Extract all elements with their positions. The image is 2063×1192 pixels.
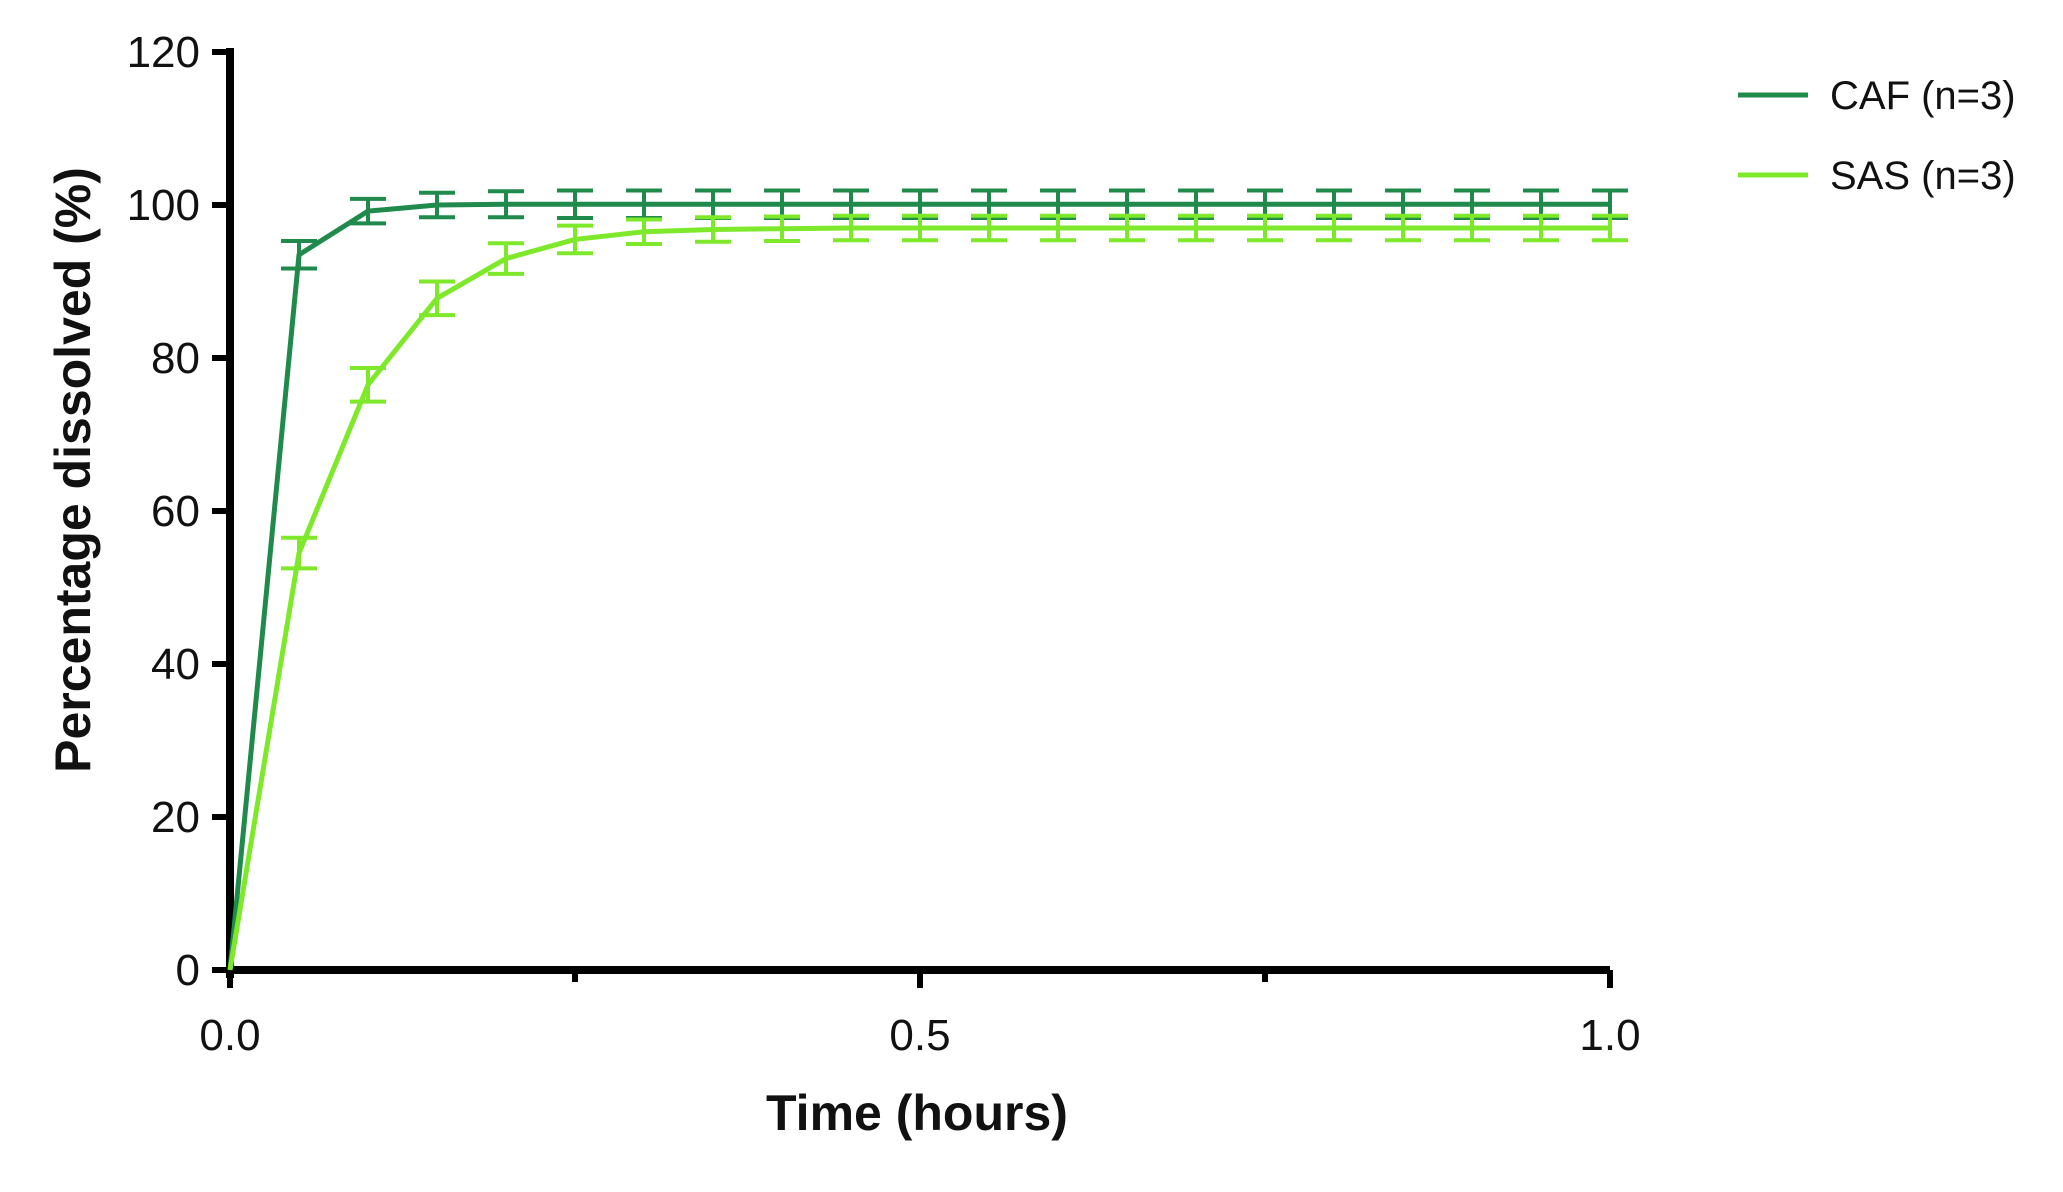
y-axis-title: Percentage dissolved (%): [45, 167, 101, 773]
x-axis-title: Time (hours): [766, 1085, 1068, 1141]
data-point: [1609, 203, 1611, 206]
series-layer: [227, 188, 1628, 971]
data-point: [988, 226, 990, 229]
data-point: [1264, 203, 1266, 206]
data-point: [1471, 203, 1473, 206]
error-bar: [1040, 213, 1076, 243]
ticks: 0 20 40 60 80 100 120 0.0 0.5 1.0: [127, 28, 1641, 1060]
data-point: [298, 552, 300, 555]
error-bar: [833, 213, 869, 243]
legend-label: CAF (n=3): [1830, 74, 2016, 118]
data-point: [1126, 226, 1128, 229]
data-point: [574, 203, 576, 206]
y-tick-label: 100: [127, 181, 200, 230]
data-point: [1540, 203, 1542, 206]
x-tick-label: 0.0: [199, 1011, 260, 1060]
data-point: [781, 203, 783, 206]
data-point: [1057, 226, 1059, 229]
data-point: [643, 203, 645, 206]
error-bar: [557, 223, 593, 256]
error-bar: [626, 217, 662, 247]
data-point: [781, 227, 783, 230]
data-point: [436, 297, 438, 300]
data-point: [850, 226, 852, 229]
error-bar: [350, 196, 386, 226]
data-point: [1195, 226, 1197, 229]
y-tick-label: 60: [151, 487, 200, 536]
data-point: [298, 253, 300, 256]
data-point: [1540, 226, 1542, 229]
error-bar: [971, 213, 1007, 243]
data-point: [1333, 203, 1335, 206]
data-point: [1195, 203, 1197, 206]
error-bar: [419, 279, 455, 318]
legend-item: CAF (n=3): [1738, 74, 2016, 118]
error-bar: [1454, 213, 1490, 243]
y-tick-label: 0: [176, 946, 200, 995]
data-point: [919, 226, 921, 229]
data-point: [1126, 203, 1128, 206]
data-point: [1333, 226, 1335, 229]
error-bar: [281, 535, 317, 571]
error-bar: [1523, 213, 1559, 243]
y-tick-label: 40: [151, 640, 200, 689]
data-point: [712, 203, 714, 206]
error-bar: [695, 215, 731, 244]
data-point: [850, 203, 852, 206]
error-bar: [1316, 213, 1352, 243]
series-1: [227, 188, 1628, 971]
data-point: [1609, 226, 1611, 229]
error-bar: [1178, 213, 1214, 243]
legend-item: SAS (n=3): [1738, 154, 2016, 198]
data-point: [436, 204, 438, 206]
data-point: [919, 203, 921, 206]
error-bar: [281, 238, 317, 271]
y-tick-label: 120: [127, 28, 200, 77]
data-point: [367, 383, 369, 386]
error-bar: [1592, 213, 1628, 243]
data-point: [1471, 226, 1473, 229]
error-bar: [350, 365, 386, 404]
y-tick-label: 20: [151, 793, 200, 842]
data-point: [712, 228, 714, 231]
error-bar: [419, 190, 455, 220]
data-point: [1402, 203, 1404, 206]
data-point: [367, 210, 369, 213]
series-line: [227, 225, 1610, 971]
legend: CAF (n=3) SAS (n=3): [1738, 74, 2016, 198]
error-bar: [488, 189, 524, 220]
error-bar: [902, 213, 938, 243]
series-line: [227, 201, 1610, 971]
data-point: [988, 203, 990, 206]
data-point: [1402, 226, 1404, 229]
error-bar: [488, 241, 524, 276]
data-point: [505, 203, 507, 206]
x-tick-label: 0.5: [889, 1011, 950, 1060]
error-bar: [1385, 213, 1421, 243]
error-bar: [1247, 213, 1283, 243]
error-bar: [557, 188, 593, 221]
data-point: [574, 238, 576, 241]
error-bar: [764, 214, 800, 243]
data-point: [1057, 203, 1059, 206]
x-tick-label: 1.0: [1579, 1011, 1640, 1060]
series-2: [227, 213, 1628, 971]
data-point: [505, 257, 507, 260]
error-bar: [1109, 213, 1145, 243]
y-tick-label: 80: [151, 334, 200, 383]
legend-label: SAS (n=3): [1830, 154, 2016, 198]
data-point: [1264, 226, 1266, 229]
data-point: [643, 230, 645, 233]
